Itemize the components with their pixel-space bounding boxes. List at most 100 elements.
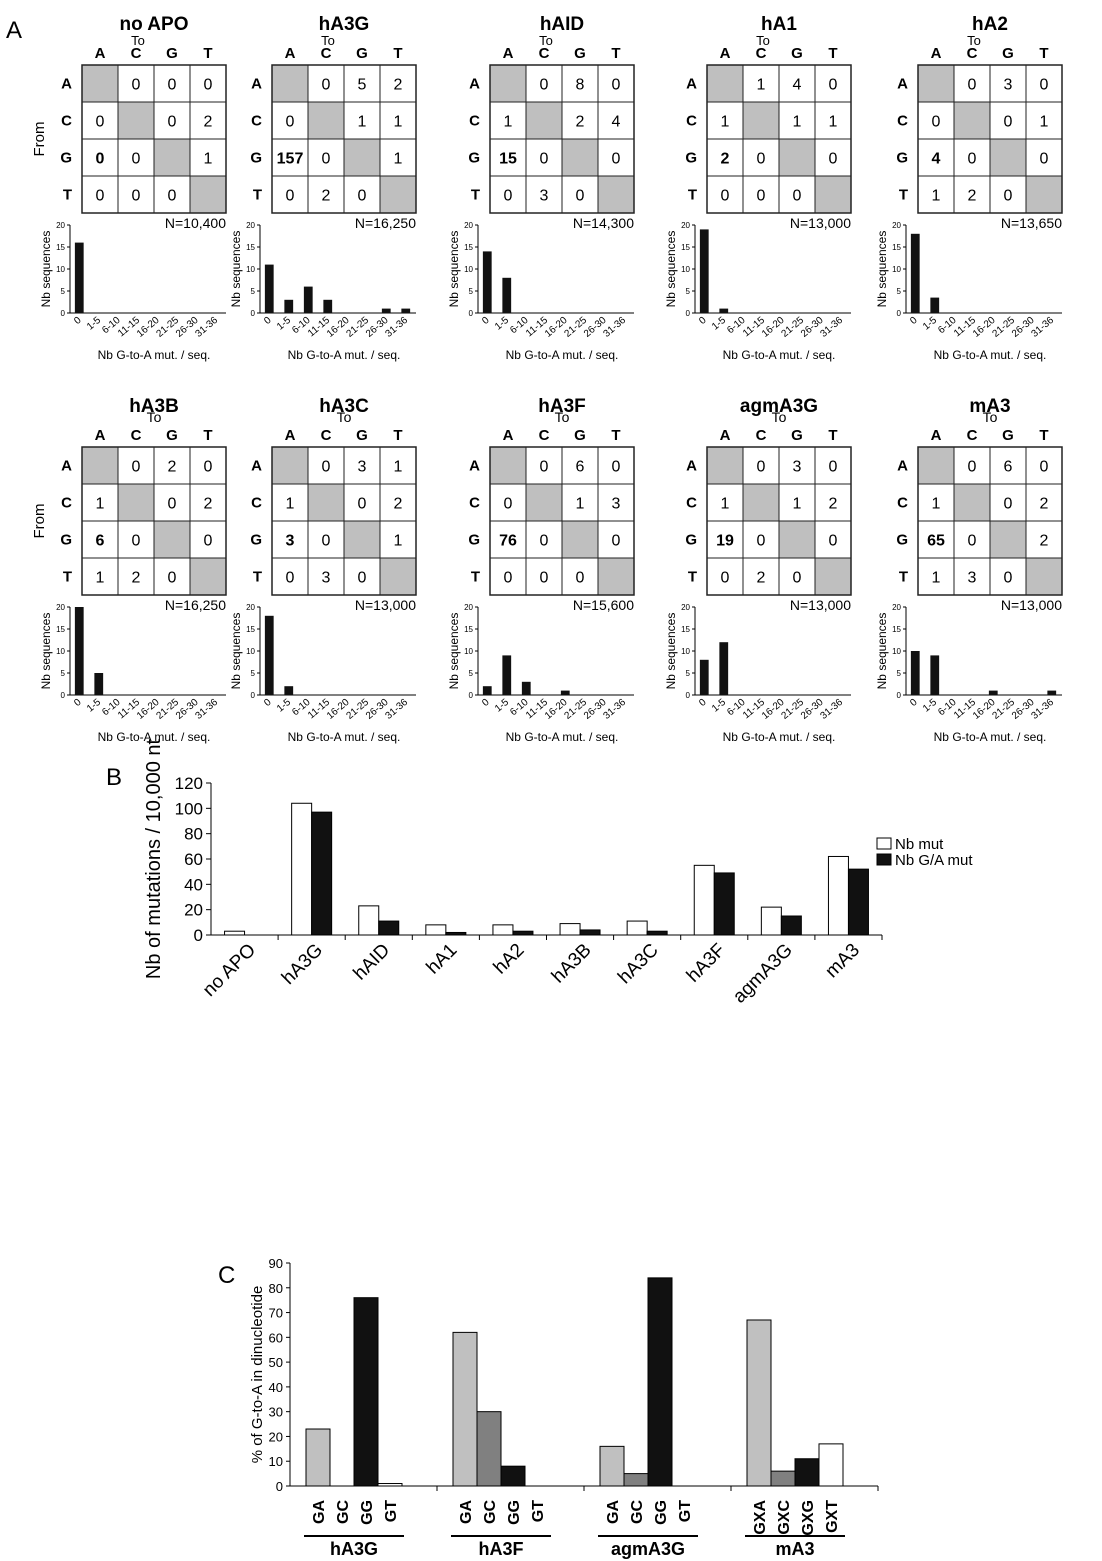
hist-y-tick-label: 15 [246, 243, 255, 252]
matrix-cell [117, 557, 155, 596]
row-header: A [61, 458, 72, 475]
cell-value: 6 [96, 533, 105, 550]
matrix-cell [917, 557, 955, 596]
group-label: hA3F [479, 1539, 524, 1559]
matrix-cell [597, 138, 635, 177]
cell-value: 0 [204, 77, 213, 94]
hist-y-tick-label: 0 [61, 309, 66, 318]
column-header: T [828, 427, 837, 444]
hist-bin-label: 1-5 [710, 697, 728, 715]
cell-value: 2 [168, 459, 177, 476]
category-label: hA3F [683, 940, 730, 987]
matrix-cell [953, 557, 991, 596]
cell-value: 2 [576, 114, 585, 131]
cell-value: 2 [1040, 533, 1049, 550]
cell-value: 1 [793, 496, 802, 513]
bar-nb-ga-mut [847, 868, 869, 936]
diagonal-cell [989, 138, 1027, 177]
matrix-cell [778, 64, 816, 103]
category-label: no APO [199, 940, 260, 1001]
cell-value: 1 [358, 114, 367, 131]
diagonal-cell [742, 483, 780, 522]
hist-x-label: Nb G-to-A mut. / seq. [934, 348, 1047, 362]
matrix-cell [989, 101, 1027, 140]
matrix-cell [307, 64, 345, 103]
bar-nb-ga-mut [713, 872, 735, 936]
hist-bin-label: 1-5 [493, 315, 511, 333]
row-header: C [251, 113, 262, 130]
row-header: T [899, 187, 908, 204]
row-header: T [688, 187, 697, 204]
matrix-border [706, 446, 852, 596]
hist-x-label: Nb G-to-A mut. / seq. [723, 348, 836, 362]
dinucleotide-label: GC [335, 1500, 352, 1524]
dinucleotide-label: GT [530, 1500, 547, 1522]
dinucleotide-bar [770, 1470, 796, 1487]
from-label: From [31, 122, 48, 157]
cell-value: 0 [132, 459, 141, 476]
cell-value: 4 [612, 114, 621, 131]
cell-value: 0 [322, 533, 331, 550]
hist-y-tick-label: 5 [61, 669, 66, 678]
column-header: G [1002, 427, 1014, 444]
hist-y-tick-label: 5 [686, 287, 691, 296]
bar-nb-ga-mut [780, 915, 802, 936]
y-tick-label: 20 [269, 1429, 283, 1444]
column-header: C [131, 427, 142, 444]
cell-value: 4 [932, 151, 941, 168]
hist-y-tick-label: 10 [681, 265, 690, 274]
dinucleotide-label: GXC [776, 1500, 793, 1535]
hist-bin-label: 31-36 [193, 315, 220, 340]
column-header: A [931, 427, 942, 444]
column-header: A [503, 45, 514, 62]
row-header: C [686, 495, 697, 512]
cell-value: 0 [358, 570, 367, 587]
column-header: A [720, 45, 731, 62]
cell-value: 3 [968, 570, 977, 587]
row-header: A [469, 76, 480, 93]
row-header: T [471, 569, 480, 586]
matrix-cell [989, 557, 1027, 596]
row-header: G [468, 150, 480, 167]
cell-value: 0 [540, 77, 549, 94]
hist-x-label: Nb G-to-A mut. / seq. [934, 730, 1047, 744]
matrix-title: mA3 [969, 396, 1010, 417]
matrix-cell [742, 175, 780, 214]
column-header: T [1039, 427, 1048, 444]
row-header: C [469, 495, 480, 512]
group-label: hA3G [330, 1539, 378, 1559]
hist-y-tick-label: 0 [686, 691, 691, 700]
hist-bar [560, 690, 570, 695]
column-header: T [203, 427, 212, 444]
bar-nb-mut [827, 855, 849, 936]
hist-y-tick-label: 15 [681, 625, 690, 634]
hist-y-tick-label: 10 [892, 265, 901, 274]
matrix-cell [189, 446, 227, 485]
matrix-border [489, 64, 635, 214]
sample-size: N=13,000 [355, 597, 416, 613]
cell-value: 0 [540, 533, 549, 550]
matrix-cell [343, 64, 381, 103]
diagonal-cell [778, 138, 816, 177]
matrix-cell [989, 175, 1027, 214]
dinucleotide-bar [452, 1331, 478, 1487]
dinucleotide-label: GG [653, 1500, 670, 1525]
hist-bin-label: 1-5 [85, 315, 103, 333]
cell-value: 0 [968, 77, 977, 94]
hist-y-tick-label: 20 [56, 603, 65, 612]
cell-value: 0 [721, 188, 730, 205]
hist-y-tick-label: 15 [56, 625, 65, 634]
hist-y-tick-label: 5 [469, 287, 474, 296]
diagonal-cell [597, 175, 635, 214]
cell-value: 0 [132, 151, 141, 168]
cell-value: 0 [204, 533, 213, 550]
cell-value: 1 [829, 114, 838, 131]
hist-bin-label: 31-36 [818, 315, 845, 340]
hist-bin-label: 0 [908, 697, 920, 709]
to-label: To [321, 33, 335, 48]
row-header: A [897, 76, 908, 93]
cell-value: 0 [576, 570, 585, 587]
diagonal-cell [307, 483, 345, 522]
dinucleotide-bar [623, 1473, 649, 1487]
